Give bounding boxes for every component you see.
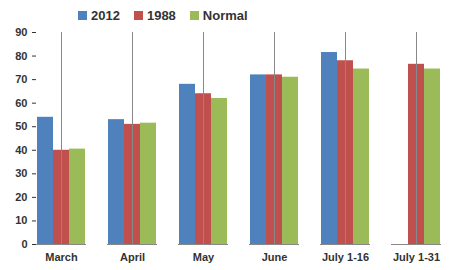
svg-text:March: March — [45, 251, 78, 263]
svg-text:60: 60 — [15, 97, 27, 109]
svg-text:10: 10 — [15, 214, 27, 226]
svg-text:40: 40 — [15, 144, 27, 156]
svg-text:May: May — [193, 251, 215, 263]
svg-text:20: 20 — [15, 191, 27, 203]
svg-text:July 1-16: July 1-16 — [322, 251, 369, 263]
svg-text:50: 50 — [15, 120, 27, 132]
html-text:2012: 2012 — [91, 7, 120, 23]
svg-text:April: April — [120, 251, 145, 263]
svg-text:July 1-31: July 1-31 — [393, 251, 440, 263]
svg-text:0: 0 — [21, 238, 27, 250]
svg-text:90: 90 — [15, 26, 27, 38]
svg-text:June: June — [262, 251, 288, 263]
html-text:1988: 1988 — [146, 7, 176, 23]
svg-text:30: 30 — [15, 167, 27, 179]
svg-text:80: 80 — [15, 50, 27, 62]
html-text:Normal: Normal — [202, 7, 248, 23]
svg-text:70: 70 — [15, 73, 27, 85]
